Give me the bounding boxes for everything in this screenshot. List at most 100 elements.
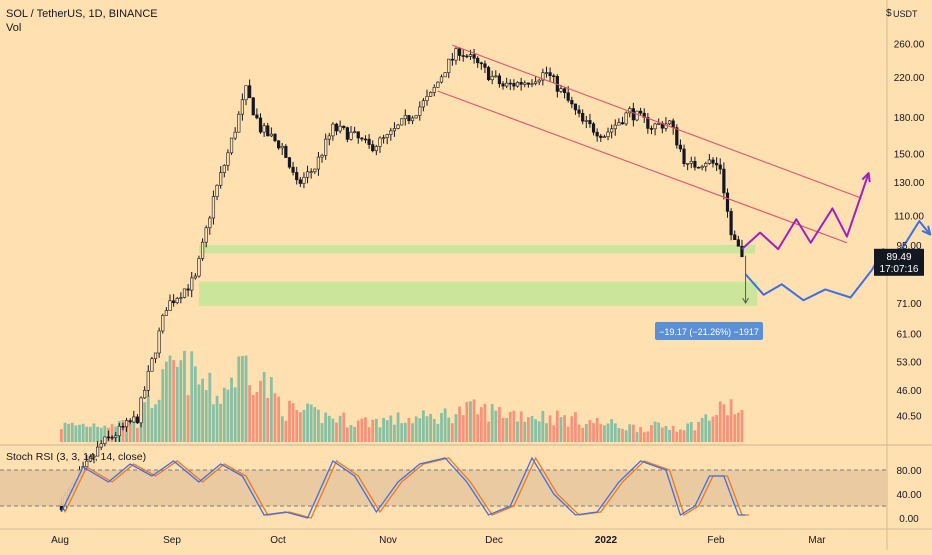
volume-bar [85,426,89,442]
candle-body [284,146,288,158]
candle-body [334,123,339,132]
candle-body [157,330,161,354]
volume-bar [364,417,367,442]
candle-body [468,54,473,57]
candle-body [519,82,523,85]
candle-body [99,443,103,448]
candle-body [215,184,219,197]
volume-bar [508,411,512,442]
currency-label: USDT [893,9,918,19]
candle-body [595,131,599,137]
candle-body [367,138,371,145]
measure-box [655,322,763,340]
volume-bar [736,412,740,442]
candle-body [610,128,614,133]
support-zone [198,244,756,254]
volume-bar [447,417,451,442]
candle-body [244,85,248,101]
volume-bar [150,408,154,442]
candle-body [479,62,483,65]
volume-bar [592,423,595,442]
candle-body [465,55,469,58]
volume-bar [251,394,255,442]
volume-bar [657,422,661,442]
candle-body [179,297,183,299]
volume-bar [157,399,161,442]
candle-body [704,163,708,167]
candle-body [110,436,114,439]
candle-body [715,162,719,166]
volume-bar [88,426,92,442]
volume-bar [298,412,302,442]
volume-bar [237,356,241,442]
candle-body [461,55,465,57]
rsi-tick-label: 40.00 [896,490,921,501]
candle-body [182,288,187,298]
candle-body [211,196,216,219]
candle-body [353,131,357,134]
candle-body [490,75,494,81]
volume-bar [679,429,682,442]
volume-bar [74,425,78,442]
volume-bar [660,427,664,442]
time-tick-label: Sep [163,535,181,546]
volume-bar [277,396,280,442]
volume-bar [526,417,530,442]
candle-body [620,122,625,125]
volume-bar [212,404,215,442]
candle-body [193,275,197,279]
time-tick-label: Nov [379,535,397,546]
volume-bar [436,423,440,442]
volume-label[interactable]: Vol [6,22,22,34]
volume-bar [577,424,581,442]
candle-body [686,163,690,165]
candle-body [143,389,147,399]
symbol-title[interactable]: SOL / TetherUS, 1D, BINANCE [6,8,158,20]
candle-body [736,239,740,247]
volume-bar [342,412,346,442]
stoch-rsi-k-line [60,456,746,519]
volume-bars [60,350,744,442]
candle-body [381,137,386,139]
candle-body [305,171,310,178]
candle-body [287,157,292,168]
volume-bar [693,430,697,442]
volume-bar [639,427,642,442]
candle-body [657,123,661,125]
volume-bar [574,412,577,442]
volume-bar [729,399,733,442]
volume-bar [429,413,433,442]
volume-bar [201,378,204,442]
candle-body [204,227,208,243]
candle-body [298,179,302,184]
candle-body [392,128,397,132]
candle-body [233,131,237,139]
drawings[interactable]: −19.17 (−21.26%) −1917 [437,44,932,340]
volume-bar [70,422,74,442]
candle-body [309,171,313,173]
candle-body [682,148,686,164]
candle-body [707,159,711,164]
candles [59,47,744,513]
volume-bar [650,425,653,442]
projection-blue-arrowhead [921,225,932,236]
volume-bar [110,424,114,442]
measure-arrowhead [742,297,750,305]
volume-bar [414,416,418,442]
price-tick-label: 46.00 [896,386,921,397]
volume-bar [197,384,201,442]
price-tick-label: 180.00 [894,113,925,124]
volume-bar [103,425,107,442]
volume-bar [697,421,700,442]
candle-body [327,135,331,140]
candle-body [591,123,596,133]
volume-bar [599,424,603,442]
stoch-rsi-pane: Stoch RSI (3, 3, 14, 14, close) [0,451,887,519]
candle-body [168,300,172,311]
last-price-value: 89.49 [886,252,911,263]
candle-body [649,128,654,130]
candle-body [139,397,143,424]
candle-body [447,58,451,73]
